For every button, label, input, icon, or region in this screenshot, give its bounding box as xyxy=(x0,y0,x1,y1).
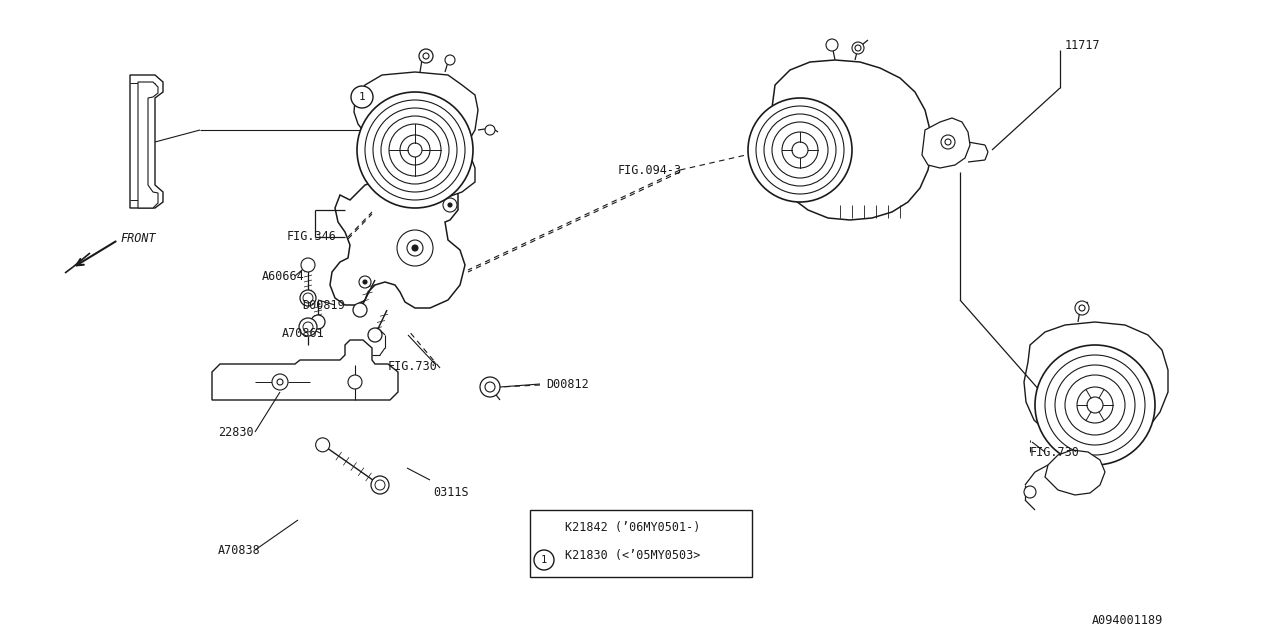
Text: K21842 (’06MY0501-): K21842 (’06MY0501-) xyxy=(564,520,700,534)
Polygon shape xyxy=(1044,450,1105,495)
Polygon shape xyxy=(138,82,157,208)
Circle shape xyxy=(448,203,452,207)
Circle shape xyxy=(445,55,454,65)
Circle shape xyxy=(419,49,433,63)
Circle shape xyxy=(1076,387,1114,423)
Circle shape xyxy=(351,86,372,108)
Circle shape xyxy=(1055,365,1135,445)
Circle shape xyxy=(316,438,330,452)
Text: FIG.730: FIG.730 xyxy=(388,360,438,372)
Circle shape xyxy=(422,53,429,59)
Text: A70861: A70861 xyxy=(282,326,325,339)
Circle shape xyxy=(273,374,288,390)
Circle shape xyxy=(348,375,362,389)
Circle shape xyxy=(375,480,385,490)
Circle shape xyxy=(792,142,808,158)
Circle shape xyxy=(381,116,449,184)
Circle shape xyxy=(311,315,325,329)
Text: FIG.094-3: FIG.094-3 xyxy=(618,163,682,177)
Circle shape xyxy=(401,135,430,165)
Circle shape xyxy=(397,230,433,266)
Circle shape xyxy=(945,139,951,145)
Circle shape xyxy=(300,318,317,336)
Polygon shape xyxy=(1024,322,1169,446)
Circle shape xyxy=(852,42,864,54)
Circle shape xyxy=(485,125,495,135)
Text: 22830: 22830 xyxy=(218,426,253,438)
Circle shape xyxy=(303,322,314,332)
Circle shape xyxy=(772,122,828,178)
Circle shape xyxy=(389,124,442,176)
Circle shape xyxy=(485,382,495,392)
Circle shape xyxy=(300,290,316,306)
Text: 1: 1 xyxy=(358,92,365,102)
Circle shape xyxy=(756,106,844,194)
Circle shape xyxy=(855,45,861,51)
Circle shape xyxy=(764,114,836,186)
Polygon shape xyxy=(355,72,477,200)
Circle shape xyxy=(826,39,838,51)
Circle shape xyxy=(1024,486,1036,498)
Text: 0311S: 0311S xyxy=(433,486,468,499)
Circle shape xyxy=(408,143,422,157)
Circle shape xyxy=(1087,397,1103,413)
Circle shape xyxy=(365,100,465,200)
Circle shape xyxy=(407,240,422,256)
Polygon shape xyxy=(131,75,163,208)
Circle shape xyxy=(358,276,371,288)
Circle shape xyxy=(364,280,367,284)
Polygon shape xyxy=(768,60,932,220)
Circle shape xyxy=(1079,305,1085,311)
Circle shape xyxy=(412,245,419,251)
Text: FRONT: FRONT xyxy=(120,232,156,244)
Text: K21830 (<’05MY0503>: K21830 (<’05MY0503> xyxy=(564,548,700,561)
Circle shape xyxy=(372,108,457,192)
Circle shape xyxy=(782,132,818,168)
Circle shape xyxy=(1065,375,1125,435)
Text: A70838: A70838 xyxy=(218,543,261,557)
Circle shape xyxy=(301,258,315,272)
Circle shape xyxy=(371,476,389,494)
Circle shape xyxy=(480,377,500,397)
Polygon shape xyxy=(922,118,970,168)
Polygon shape xyxy=(212,340,398,400)
Circle shape xyxy=(276,379,283,385)
Text: 11717: 11717 xyxy=(1065,38,1101,51)
FancyBboxPatch shape xyxy=(530,510,753,577)
Text: FIG.730: FIG.730 xyxy=(1030,447,1080,460)
Circle shape xyxy=(443,198,457,212)
Circle shape xyxy=(534,550,554,570)
Polygon shape xyxy=(330,180,465,308)
Text: D00812: D00812 xyxy=(547,378,589,392)
Text: 1: 1 xyxy=(541,555,547,565)
Circle shape xyxy=(941,135,955,149)
Circle shape xyxy=(1044,355,1146,455)
Circle shape xyxy=(303,293,314,303)
Text: A60664: A60664 xyxy=(262,269,305,282)
Circle shape xyxy=(353,303,367,317)
Circle shape xyxy=(1075,301,1089,315)
Text: A094001189: A094001189 xyxy=(1092,614,1164,627)
Circle shape xyxy=(369,328,381,342)
Circle shape xyxy=(748,98,852,202)
Circle shape xyxy=(357,92,474,208)
Text: D00819: D00819 xyxy=(302,298,344,312)
Circle shape xyxy=(1036,345,1155,465)
Text: FIG.346: FIG.346 xyxy=(287,230,337,243)
